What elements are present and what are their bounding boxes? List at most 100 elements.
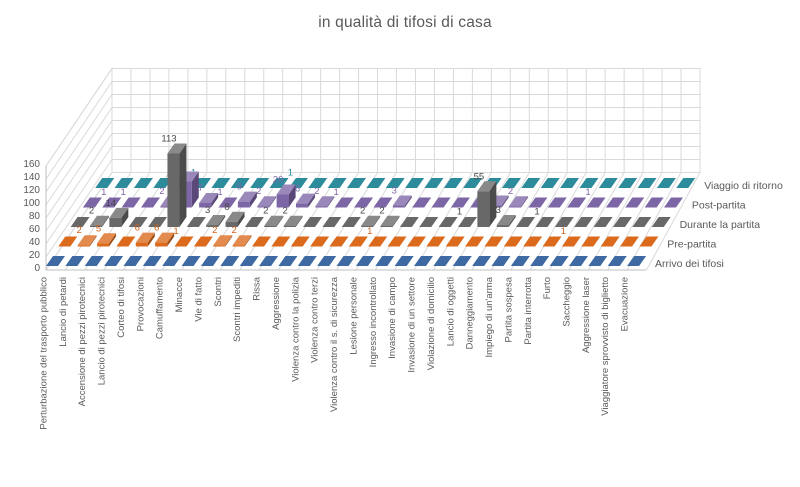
- series-label: Pre-partita: [667, 239, 716, 251]
- bar-top-face: [375, 256, 395, 266]
- bar: [327, 178, 347, 188]
- category-label: Saccheggio: [561, 277, 572, 327]
- floor-gridline: [491, 172, 549, 271]
- category-label: Partita sospesa: [503, 276, 514, 342]
- bar-top-face: [419, 217, 439, 227]
- series-row-2: 2 5 6 6 1 2 2 1 1: [58, 223, 659, 247]
- series-label: Viaggio di ritorno: [704, 180, 783, 192]
- data-label: 1: [101, 187, 106, 198]
- data-label: 1: [585, 187, 590, 198]
- bar-side-face: [147, 232, 155, 247]
- bar: [561, 236, 581, 247]
- bar-top-face: [116, 236, 136, 247]
- bar: [620, 236, 640, 247]
- bar-front-face: [295, 203, 308, 208]
- bar: [322, 217, 342, 227]
- bar: [450, 197, 470, 208]
- bar-top-face: [392, 195, 412, 206]
- bar-top-face: [568, 256, 588, 266]
- bar: [341, 217, 361, 227]
- bar-top-face: [627, 256, 647, 266]
- bar-top-face: [225, 211, 245, 222]
- bar: [664, 197, 683, 208]
- bar: [501, 178, 521, 188]
- bar: [278, 256, 298, 266]
- bar: [477, 181, 497, 227]
- bar-front-face: [213, 245, 226, 247]
- category-label: Furto: [542, 277, 553, 299]
- bar: [463, 178, 483, 188]
- bar-side-face: [295, 215, 303, 227]
- bar-top-face: [308, 178, 328, 188]
- bar-top-face: [523, 236, 543, 247]
- bar: [206, 215, 226, 227]
- bar-top-face: [373, 197, 393, 208]
- data-label: 14: [106, 198, 117, 209]
- bar-top-face: [509, 196, 529, 207]
- data-label: 3: [392, 186, 397, 197]
- bar-top-face: [167, 143, 187, 154]
- bar-top-face: [89, 215, 109, 226]
- bar-front-face: [283, 225, 296, 227]
- bar-top-face: [639, 236, 659, 247]
- bar-front-face: [276, 194, 289, 208]
- bar: [445, 236, 465, 247]
- bar: [148, 217, 168, 227]
- bar: [174, 236, 194, 247]
- bar: [232, 235, 252, 247]
- bar-front-face: [199, 202, 212, 208]
- bar-top-face: [193, 236, 213, 247]
- bar: [155, 232, 175, 247]
- bar-top-face: [315, 196, 335, 207]
- bar-top-face: [380, 215, 400, 226]
- floor-gridline: [510, 172, 568, 271]
- bar-top-face: [651, 217, 671, 227]
- bar-top-face: [605, 197, 625, 208]
- bar-top-face: [84, 256, 104, 266]
- category-label: Violazione di domicilio: [426, 277, 437, 370]
- floor-gridline: [529, 172, 587, 271]
- floor-gridline: [646, 172, 701, 271]
- bar-front-face: [232, 245, 245, 247]
- bar-front-face: [315, 206, 328, 208]
- bar-side-face: [191, 171, 199, 208]
- bar-top-face: [579, 178, 599, 188]
- category-label: Minacce: [174, 277, 185, 312]
- bar: [574, 217, 594, 227]
- bar-top-face: [394, 256, 414, 266]
- bar-top-face: [561, 236, 581, 247]
- series-label: Arrivo dei tifosi: [655, 258, 724, 270]
- bar-top-face: [618, 178, 638, 188]
- category-label: Partita interrotta: [523, 276, 534, 344]
- bar: [581, 236, 601, 247]
- bar: [443, 178, 463, 188]
- bar: [424, 178, 444, 188]
- bar-side-face: [101, 215, 109, 227]
- bar: [257, 196, 277, 208]
- bar: [491, 256, 511, 266]
- bar: [141, 197, 161, 208]
- bar-top-face: [361, 215, 381, 226]
- bar: [579, 178, 599, 188]
- bar-side-face: [89, 235, 97, 247]
- bar: [373, 197, 393, 208]
- bar-top-face: [567, 197, 587, 208]
- data-label: 6: [295, 184, 300, 195]
- data-label: 3: [205, 205, 210, 216]
- bar-top-face: [406, 236, 426, 247]
- bar-top-face: [530, 256, 550, 266]
- category-label: Danneggiamento: [465, 277, 476, 349]
- data-label: 1: [561, 226, 566, 237]
- bar-top-face: [336, 256, 356, 266]
- bar-top-face: [399, 217, 419, 227]
- bar: [283, 215, 303, 227]
- bar-top-face: [644, 197, 664, 208]
- bar: [276, 184, 296, 208]
- category-label: Scontri: [213, 277, 224, 307]
- bar-top-face: [484, 236, 504, 247]
- bar: [412, 197, 432, 208]
- bar-top-face: [368, 236, 388, 247]
- bar-side-face: [218, 215, 226, 227]
- bar-top-face: [463, 178, 483, 188]
- bar-top-face: [102, 197, 122, 208]
